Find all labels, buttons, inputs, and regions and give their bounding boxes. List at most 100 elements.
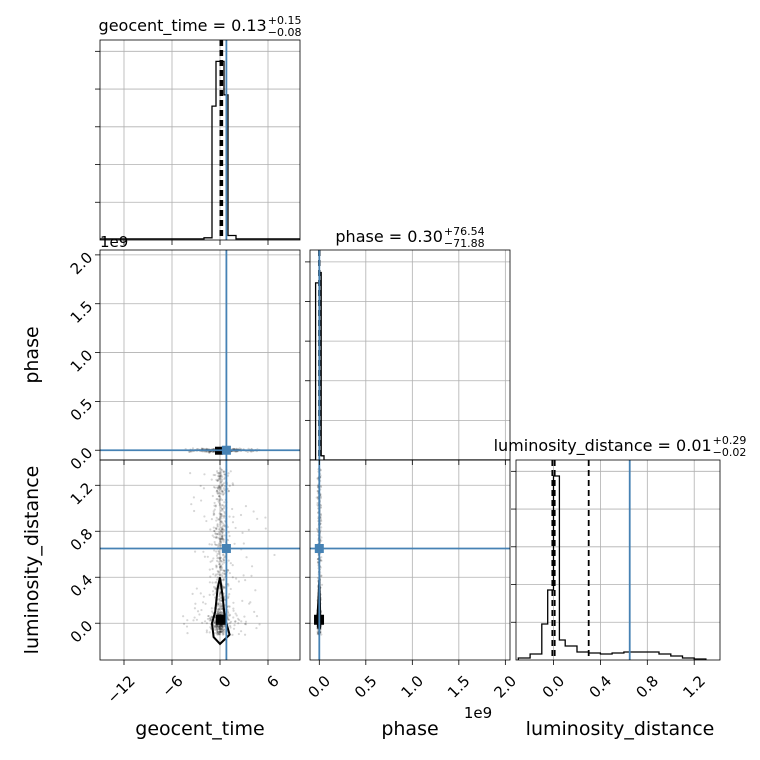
scatter-point: [243, 633, 247, 636]
scatter-point: [217, 602, 220, 605]
scatter-point: [221, 490, 225, 493]
scatter-point: [213, 621, 217, 624]
scatter-point: [220, 628, 223, 631]
scatter-point: [218, 573, 221, 576]
scatter-point: [213, 621, 216, 625]
tick-label-y: 1.0: [67, 346, 97, 376]
scatter-point: [217, 474, 220, 477]
scatter-point: [235, 614, 238, 617]
scatter-point: [218, 475, 221, 478]
scatter-point: [198, 613, 201, 616]
scatter-point: [221, 625, 225, 628]
scatter-point: [216, 471, 219, 475]
scatter-point: [229, 620, 233, 623]
scatter-point: [217, 475, 220, 478]
scatter-point: [219, 626, 222, 630]
scatter-point: [216, 630, 220, 634]
tick-label-x: 0.5: [351, 672, 381, 702]
scatter-point: [215, 625, 218, 628]
scatter-point: [220, 604, 223, 607]
scatter-point: [315, 527, 319, 531]
truth-group: [310, 460, 510, 660]
scatter-point: [219, 516, 222, 519]
scatter-point: [222, 482, 225, 485]
scatter-point: [217, 631, 220, 634]
scatter-point: [205, 629, 208, 632]
scatter-point: [213, 504, 216, 507]
scatter-point: [219, 625, 222, 628]
title-main: geocent_time = 0.13: [99, 16, 267, 36]
scatter-point: [221, 483, 224, 486]
scatter-point: [223, 573, 226, 576]
scatter-point: [223, 488, 226, 491]
scatter-point: [227, 596, 230, 600]
scatter-point: [219, 627, 222, 631]
scatter-point: [219, 486, 222, 489]
scatter-point: [220, 559, 223, 563]
scatter-point: [211, 559, 214, 562]
scatter-point: [217, 608, 220, 611]
scatter-point: [204, 602, 207, 605]
scatter-point: [316, 529, 319, 532]
scatter-point: [218, 626, 221, 629]
scatter-point: [215, 580, 218, 584]
scatter-point: [216, 543, 219, 547]
scatter-point: [320, 526, 323, 529]
scatter-point: [203, 620, 207, 623]
scatter-point: [219, 512, 222, 516]
scatter-point: [219, 559, 222, 562]
scatter-point: [221, 632, 225, 635]
scatter-point: [221, 522, 224, 525]
scatter-point: [219, 529, 223, 533]
scatter-point: [215, 564, 218, 567]
histogram-group: [100, 40, 300, 240]
panel-frame: [515, 459, 721, 661]
density-peak: [215, 614, 226, 625]
scatter-point: [211, 494, 214, 498]
scatter-point: [239, 513, 243, 517]
scatter-point: [223, 524, 226, 527]
scatter-point: [215, 519, 218, 522]
scatter-point: [212, 557, 215, 560]
scatter-point: [250, 565, 254, 568]
scatter-point: [218, 542, 221, 545]
scatter-point: [231, 576, 234, 579]
scatter-point: [216, 630, 219, 633]
scatter-point: [212, 585, 216, 589]
scatter-point: [220, 517, 223, 520]
scatter-point: [222, 586, 226, 589]
grid-layer: [100, 40, 720, 660]
scatter-point: [216, 625, 220, 628]
scatter-point: [222, 470, 225, 473]
scatter-point: [219, 514, 223, 517]
scatter-point: [202, 487, 206, 490]
scatter-point: [221, 569, 224, 572]
scatter-point: [231, 633, 234, 636]
truth-marker: [314, 544, 324, 554]
scatter-point: [218, 563, 221, 566]
title-median: 0.01: [676, 436, 712, 455]
scatter-point: [214, 586, 218, 589]
scatter-point: [192, 619, 195, 622]
scatter-point: [227, 559, 230, 562]
scatter-point: [227, 610, 230, 614]
scatter-point: [200, 447, 203, 450]
scatter-point: [218, 604, 222, 607]
scatter-point: [216, 629, 219, 632]
scatter-point: [219, 497, 222, 500]
scatter-point: [223, 473, 226, 476]
scatter-point: [231, 482, 234, 485]
scatter-point: [212, 510, 215, 513]
scatter-point: [229, 470, 232, 473]
scatter-point: [223, 512, 226, 515]
contour-group: [210, 576, 231, 646]
scatter-point: [215, 626, 218, 629]
scatter-point: [221, 526, 224, 529]
scatter-point: [209, 528, 212, 531]
scatter-point: [219, 556, 222, 559]
scatter-point: [247, 528, 250, 531]
scatter-point: [220, 573, 223, 576]
scatter-point: [320, 559, 323, 562]
panel-title-geocent_time: geocent_time = 0.13 +0.15−0.08: [99, 14, 302, 39]
scatter-point: [213, 529, 216, 533]
